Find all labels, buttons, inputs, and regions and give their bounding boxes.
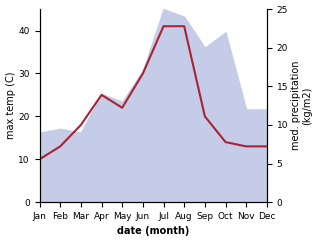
Y-axis label: med. precipitation
(kg/m2): med. precipitation (kg/m2) <box>291 61 313 150</box>
Y-axis label: max temp (C): max temp (C) <box>5 72 16 139</box>
X-axis label: date (month): date (month) <box>117 227 190 236</box>
